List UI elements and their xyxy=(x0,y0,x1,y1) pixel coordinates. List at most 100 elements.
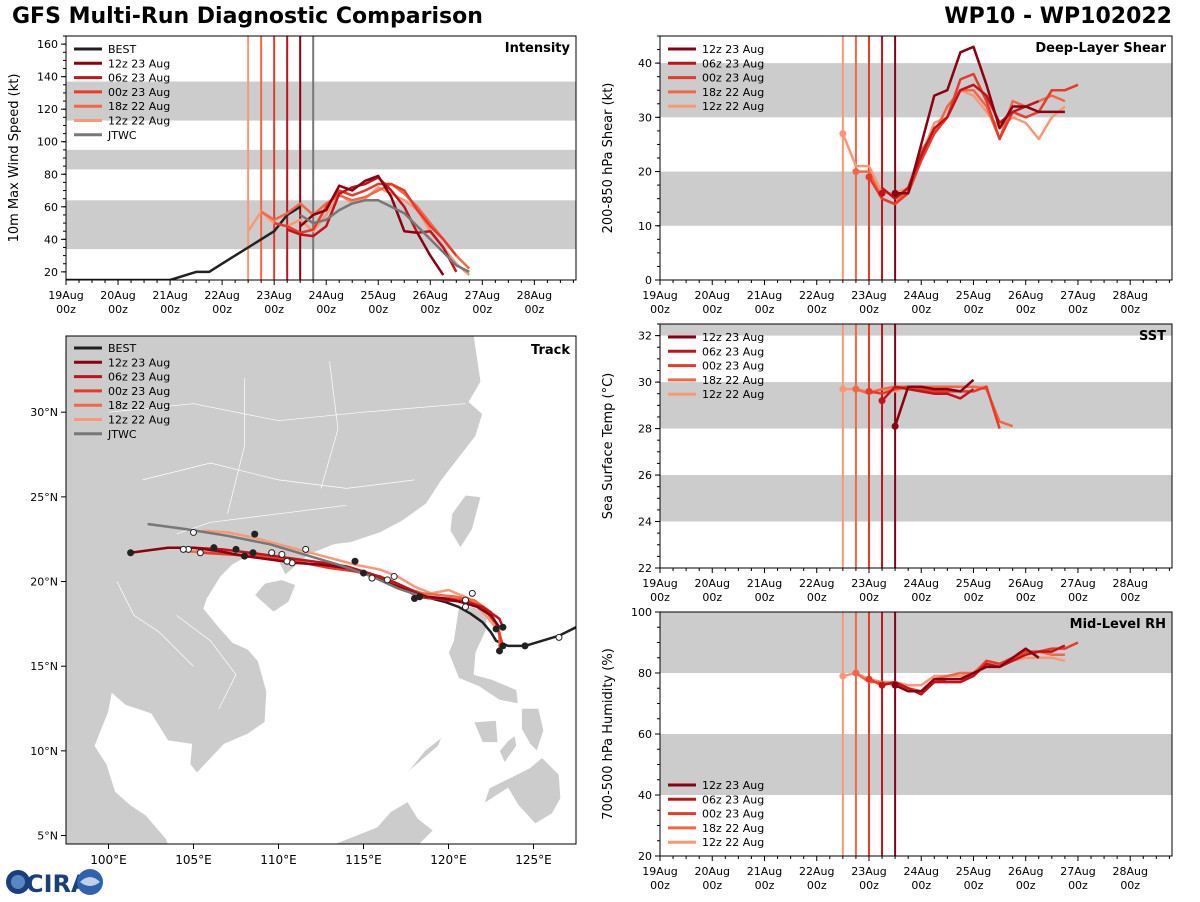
shear-x-tick-label-day: 24Aug xyxy=(903,289,938,302)
sst-x-tick-label-hour: 00z xyxy=(807,591,827,604)
rh-legend-label-00z-23-aug: 00z 23 Aug xyxy=(702,808,764,821)
track-line-06z-23-aug xyxy=(193,546,505,628)
intensity-x-tick-label-day: 23Aug xyxy=(256,289,291,302)
track-position-open xyxy=(390,572,398,580)
shear-start-marker-00z-23-aug xyxy=(865,173,873,181)
intensity-y-tick-label: 80 xyxy=(44,168,58,181)
sst-x-tick-label-day: 20Aug xyxy=(695,577,730,590)
shear-start-marker-12z-23-aug xyxy=(891,189,899,197)
sst-x-tick-label-day: 24Aug xyxy=(903,577,938,590)
sst-start-marker-12z-22-aug xyxy=(839,385,847,393)
sst-series-12z-23-aug xyxy=(893,378,975,427)
intensity-x-tick-label-hour: 00z xyxy=(160,303,180,316)
land-mass xyxy=(499,735,517,764)
intensity-series-18z-22-aug xyxy=(260,182,471,270)
intensity-y-tick-label: 100 xyxy=(37,136,58,149)
shear-y-tick-label: 0 xyxy=(645,274,652,287)
intensity-legend-label-00z-23-aug: 00z 23 Aug xyxy=(108,86,170,99)
shear-x-tick-label-day: 26Aug xyxy=(1008,289,1043,302)
figure-title: GFS Multi-Run Diagnostic Comparison xyxy=(12,4,483,29)
intensity-y-tick-label: 20 xyxy=(44,266,58,279)
shear-x-tick-label-hour: 00z xyxy=(1120,303,1140,316)
rh-y-axis-label: 700-500 hPa Humidity (%) xyxy=(601,648,616,820)
rh-y-tick-label: 60 xyxy=(638,728,652,741)
intensity-threshold-band xyxy=(66,81,576,121)
sst-x-tick-label-hour: 00z xyxy=(1068,591,1088,604)
sst-x-tick-label-hour: 00z xyxy=(859,591,879,604)
rh-y-tick-label: 80 xyxy=(638,667,652,680)
rh-x-tick-label-day: 27Aug xyxy=(1060,865,1095,878)
track-position-filled xyxy=(351,557,359,565)
shear-y-tick-label: 10 xyxy=(638,220,652,233)
track-legend-label-jtwc: JTWC xyxy=(107,428,137,441)
track-position-open xyxy=(278,550,286,558)
shear-y-tick-label: 30 xyxy=(638,111,652,124)
sst-legend-label-18z-22-aug: 18z 22 Aug xyxy=(702,374,764,387)
rh-x-tick-label-hour: 00z xyxy=(964,879,984,892)
intensity-x-tick-label-day: 28Aug xyxy=(517,289,552,302)
track-y-tick-label: 20°N xyxy=(30,576,58,589)
intensity-y-tick-label: 160 xyxy=(37,38,58,51)
province-boundary xyxy=(176,504,347,535)
track-position-filled xyxy=(249,549,257,557)
shear-legend-label-06z-23-aug: 06z 23 Aug xyxy=(702,57,764,70)
shear-legend-label-12z-23-aug: 12z 23 Aug xyxy=(702,43,764,56)
sst-x-tick-label-hour: 00z xyxy=(1120,591,1140,604)
sst-x-tick-label-day: 19Aug xyxy=(642,577,677,590)
track-position-open xyxy=(368,574,376,582)
rh-legend-label-06z-23-aug: 06z 23 Aug xyxy=(702,793,764,806)
shear-x-tick-label-hour: 00z xyxy=(702,303,722,316)
track-legend-label-12z-22-aug: 12z 22 Aug xyxy=(108,414,170,427)
sst-x-tick-label-hour: 00z xyxy=(1016,591,1036,604)
rh-x-tick-label-hour: 00z xyxy=(1068,879,1088,892)
rh-start-marker-00z-23-aug xyxy=(865,675,873,683)
land-mass xyxy=(66,336,483,844)
sst-x-tick-label-hour: 00z xyxy=(755,591,775,604)
shear-threshold-band xyxy=(660,171,1172,226)
sst-y-tick-label: 30 xyxy=(638,376,652,389)
rh-x-tick-label-hour: 00z xyxy=(807,879,827,892)
intensity-plot-area xyxy=(66,36,576,280)
shear-x-tick-label-day: 25Aug xyxy=(956,289,991,302)
rh-x-tick-label-hour: 00z xyxy=(1016,879,1036,892)
intensity-series-jtwc xyxy=(299,199,470,274)
rh-plot-area xyxy=(660,612,1172,856)
track-position-filled xyxy=(499,623,507,631)
intensity-x-tick-label-hour: 00z xyxy=(108,303,128,316)
intensity-x-tick-label-day: 27Aug xyxy=(465,289,500,302)
sst-y-tick-label: 26 xyxy=(638,469,652,482)
rh-series-12z-23-aug xyxy=(894,647,1040,693)
sst-plot-area xyxy=(660,324,1172,568)
shear-x-tick-label-day: 21Aug xyxy=(747,289,782,302)
sst-start-marker-18z-22-aug xyxy=(852,385,860,393)
track-position-open xyxy=(268,549,276,557)
shear-x-tick-label-hour: 00z xyxy=(755,303,775,316)
intensity-y-axis-label: 10m Max Wind Speed (kt) xyxy=(7,74,22,243)
sst-x-tick-label-day: 26Aug xyxy=(1008,577,1043,590)
intensity-series-12z-23-aug xyxy=(299,174,445,276)
intensity-x-tick-label-hour: 00z xyxy=(524,303,544,316)
intensity-legend-label-12z-23-aug: 12z 23 Aug xyxy=(108,57,170,70)
shear-legend-label-18z-22-aug: 18z 22 Aug xyxy=(702,86,764,99)
province-boundary xyxy=(176,615,237,709)
rh-x-tick-label-hour: 00z xyxy=(702,879,722,892)
rh-x-tick-label-day: 20Aug xyxy=(695,865,730,878)
sst-y-tick-label: 22 xyxy=(638,562,652,575)
shear-x-tick-label-hour: 00z xyxy=(807,303,827,316)
sst-x-tick-label-day: 23Aug xyxy=(851,577,886,590)
track-legend-label-06z-23-aug: 06z 23 Aug xyxy=(108,371,170,384)
sst-x-tick-label-hour: 00z xyxy=(964,591,984,604)
shear-x-tick-label-hour: 00z xyxy=(859,303,879,316)
track-position-open xyxy=(383,576,391,584)
shear-start-marker-18z-22-aug xyxy=(852,168,860,176)
storm-id-title: WP10 - WP102022 xyxy=(944,4,1172,29)
sst-threshold-band xyxy=(660,475,1172,522)
track-position-filled xyxy=(241,552,248,560)
land-mass xyxy=(334,801,434,844)
track-position-open xyxy=(179,545,187,553)
track-position-filled xyxy=(496,647,503,655)
track-position-open xyxy=(283,557,291,565)
rh-start-marker-12z-23-aug xyxy=(891,681,899,689)
shear-start-marker-12z-22-aug xyxy=(839,130,847,138)
rh-x-tick-label-hour: 00z xyxy=(650,879,670,892)
